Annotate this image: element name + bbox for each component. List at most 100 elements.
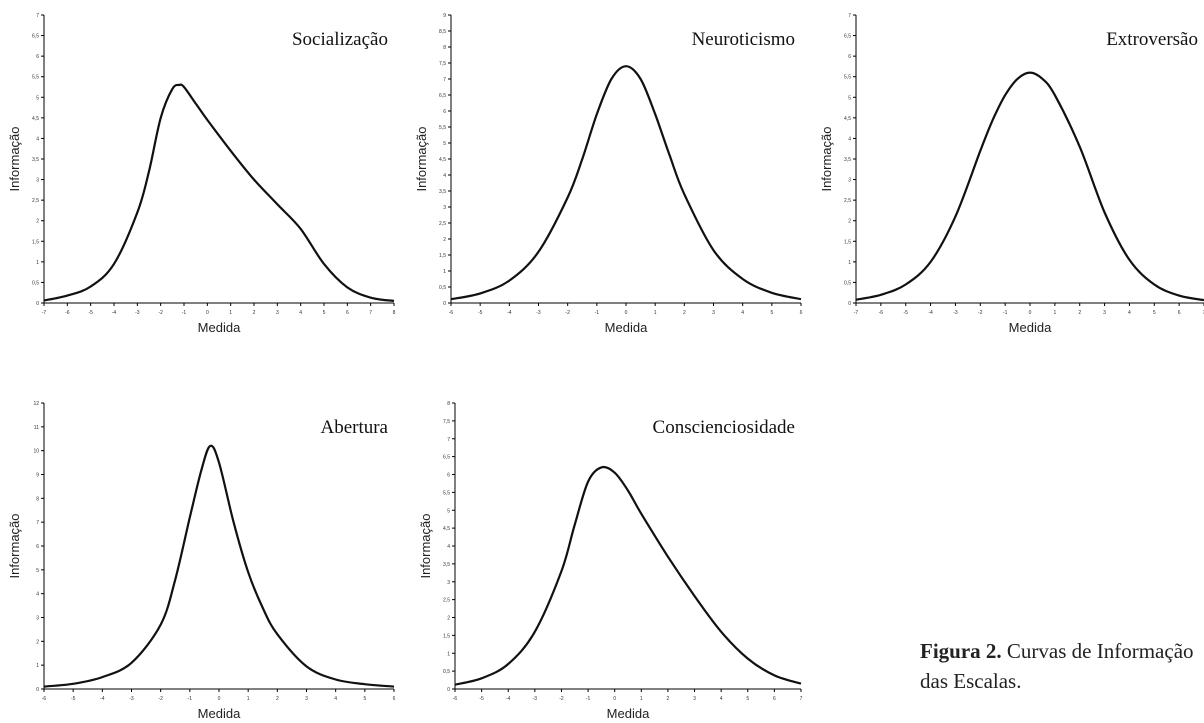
x-tick-label: -5 bbox=[903, 310, 908, 316]
chart-1: -7 -6 -5 -4 -3 -2 -1 0 1 2 3 4 5 6 7 8 0 0,5 1 1,5 2 2,5 3 3,5 4… bbox=[7, 13, 396, 335]
x-tick-label: 4 bbox=[720, 696, 723, 702]
y-axis-label: Informação bbox=[819, 126, 834, 191]
x-tick-label: 4 bbox=[1128, 310, 1131, 316]
x-tick-label: 6 bbox=[773, 696, 776, 702]
y-tick-label: 3,5 bbox=[32, 157, 39, 163]
y-tick-label: 3 bbox=[848, 178, 851, 184]
x-tick-label: -4 bbox=[112, 310, 117, 316]
information-curve bbox=[450, 65, 802, 301]
y-tick-label: 9 bbox=[36, 473, 39, 479]
x-tick-label: -1 bbox=[1003, 310, 1008, 316]
y-tick-label: 1 bbox=[443, 269, 446, 275]
y-tick-label: 5 bbox=[443, 141, 446, 147]
y-tick-label: 5,5 bbox=[844, 75, 851, 81]
x-tick-label: -6 bbox=[42, 696, 47, 702]
x-tick-label: -4 bbox=[100, 696, 105, 702]
y-tick-label: 3,5 bbox=[443, 562, 450, 568]
y-tick-label: 5 bbox=[447, 508, 450, 514]
y-tick-label: 12 bbox=[33, 401, 39, 407]
y-tick-label: 4 bbox=[36, 136, 39, 142]
y-tick-label: 4 bbox=[848, 136, 851, 142]
x-tick-label: -6 bbox=[449, 310, 454, 316]
x-tick-label: 2 bbox=[667, 696, 670, 702]
x-tick-label: -4 bbox=[507, 310, 512, 316]
x-tick-label: -7 bbox=[854, 310, 859, 316]
x-tick-label: -6 bbox=[65, 310, 70, 316]
x-tick-label: -4 bbox=[928, 310, 933, 316]
y-tick-label: 0 bbox=[36, 687, 39, 693]
y-tick-label: 3 bbox=[447, 580, 450, 586]
y-tick-label: 7,5 bbox=[439, 61, 446, 67]
y-tick-label: 2,5 bbox=[32, 198, 39, 204]
x-tick-label: 6 bbox=[346, 310, 349, 316]
y-tick-label: 4,5 bbox=[439, 157, 446, 163]
x-tick-label: 5 bbox=[746, 696, 749, 702]
y-tick-label: 0 bbox=[36, 301, 39, 307]
y-tick-label: 5 bbox=[848, 95, 851, 101]
x-tick-label: -3 bbox=[953, 310, 958, 316]
y-tick-label: 3 bbox=[36, 616, 39, 622]
y-tick-label: 1,5 bbox=[32, 239, 39, 245]
caption-text: Curvas de Informação das Escalas. bbox=[920, 639, 1194, 693]
x-tick-label: -1 bbox=[595, 310, 600, 316]
y-tick-label: 4 bbox=[36, 592, 39, 598]
chart-2: -6 -5 -4 -3 -2 -1 0 1 2 3 4 5 6 0 0,5 1 1,5 2 2,5 3 3,5 4 4,5 5… bbox=[414, 13, 803, 335]
y-tick-label: 4,5 bbox=[844, 116, 851, 122]
y-tick-label: 2,5 bbox=[443, 598, 450, 604]
x-tick-label: 3 bbox=[693, 696, 696, 702]
x-tick-label: 0 bbox=[218, 696, 221, 702]
x-tick-label: -1 bbox=[188, 696, 193, 702]
y-tick-label: 7,5 bbox=[443, 419, 450, 425]
y-tick-label: 2 bbox=[36, 639, 39, 645]
x-tick-label: -2 bbox=[559, 696, 564, 702]
information-curve bbox=[43, 83, 395, 302]
y-tick-label: 1 bbox=[848, 260, 851, 266]
y-tick-label: 0,5 bbox=[844, 280, 851, 286]
y-tick-label: 2,5 bbox=[439, 221, 446, 227]
y-tick-label: 6 bbox=[36, 544, 39, 550]
x-tick-label: -5 bbox=[478, 310, 483, 316]
x-tick-label: -3 bbox=[536, 310, 541, 316]
y-tick-label: 7 bbox=[447, 437, 450, 443]
x-axis-label: Medida bbox=[605, 320, 648, 335]
y-tick-label: 2 bbox=[443, 237, 446, 243]
y-tick-label: 0,5 bbox=[439, 285, 446, 291]
x-tick-label: 4 bbox=[334, 696, 337, 702]
x-tick-label: -4 bbox=[506, 696, 511, 702]
chart-title: Abertura bbox=[320, 417, 388, 438]
y-tick-label: 1,5 bbox=[443, 633, 450, 639]
y-tick-label: 10 bbox=[33, 449, 39, 455]
chart-4: -6 -5 -4 -3 -2 -1 0 1 2 3 4 5 60123456789101112Medid… bbox=[7, 401, 396, 721]
y-tick-label: 0 bbox=[443, 301, 446, 307]
x-tick-label: 3 bbox=[276, 310, 279, 316]
x-tick-label: 0 bbox=[613, 696, 616, 702]
y-tick-label: 8 bbox=[36, 496, 39, 502]
chart-title: Neuroticismo bbox=[692, 29, 795, 50]
chart-title: Socialização bbox=[292, 29, 388, 50]
y-tick-label: 5 bbox=[36, 95, 39, 101]
x-tick-label: -5 bbox=[88, 310, 93, 316]
x-tick-label: 7 bbox=[369, 310, 372, 316]
y-tick-label: 4 bbox=[447, 544, 450, 550]
y-tick-label: 1 bbox=[36, 663, 39, 669]
y-tick-label: 6 bbox=[848, 54, 851, 60]
x-tick-label: -1 bbox=[586, 696, 591, 702]
y-tick-label: 6,5 bbox=[32, 34, 39, 40]
x-axis-label: Medida bbox=[198, 706, 241, 721]
y-tick-label: 6 bbox=[443, 109, 446, 115]
x-tick-label: 4 bbox=[299, 310, 302, 316]
chart-3: -7 -6 -5 -4 -3 -2 -1 0 1 2 3 4 5 6 7 0 0,5 1 1,5 2 2,5 3 3,5 4 4… bbox=[819, 13, 1204, 335]
x-tick-label: -2 bbox=[978, 310, 983, 316]
x-tick-label: 3 bbox=[1103, 310, 1106, 316]
chart-title: Conscienciosidade bbox=[653, 417, 795, 438]
x-tick-label: 5 bbox=[323, 310, 326, 316]
x-tick-label: 5 bbox=[1153, 310, 1156, 316]
y-tick-label: 0 bbox=[447, 687, 450, 693]
y-tick-label: 6,5 bbox=[844, 34, 851, 40]
x-tick-label: 2 bbox=[253, 310, 256, 316]
x-tick-label: 3 bbox=[712, 310, 715, 316]
x-tick-label: 6 bbox=[393, 696, 396, 702]
x-tick-label: 5 bbox=[770, 310, 773, 316]
y-tick-label: 2 bbox=[447, 616, 450, 622]
